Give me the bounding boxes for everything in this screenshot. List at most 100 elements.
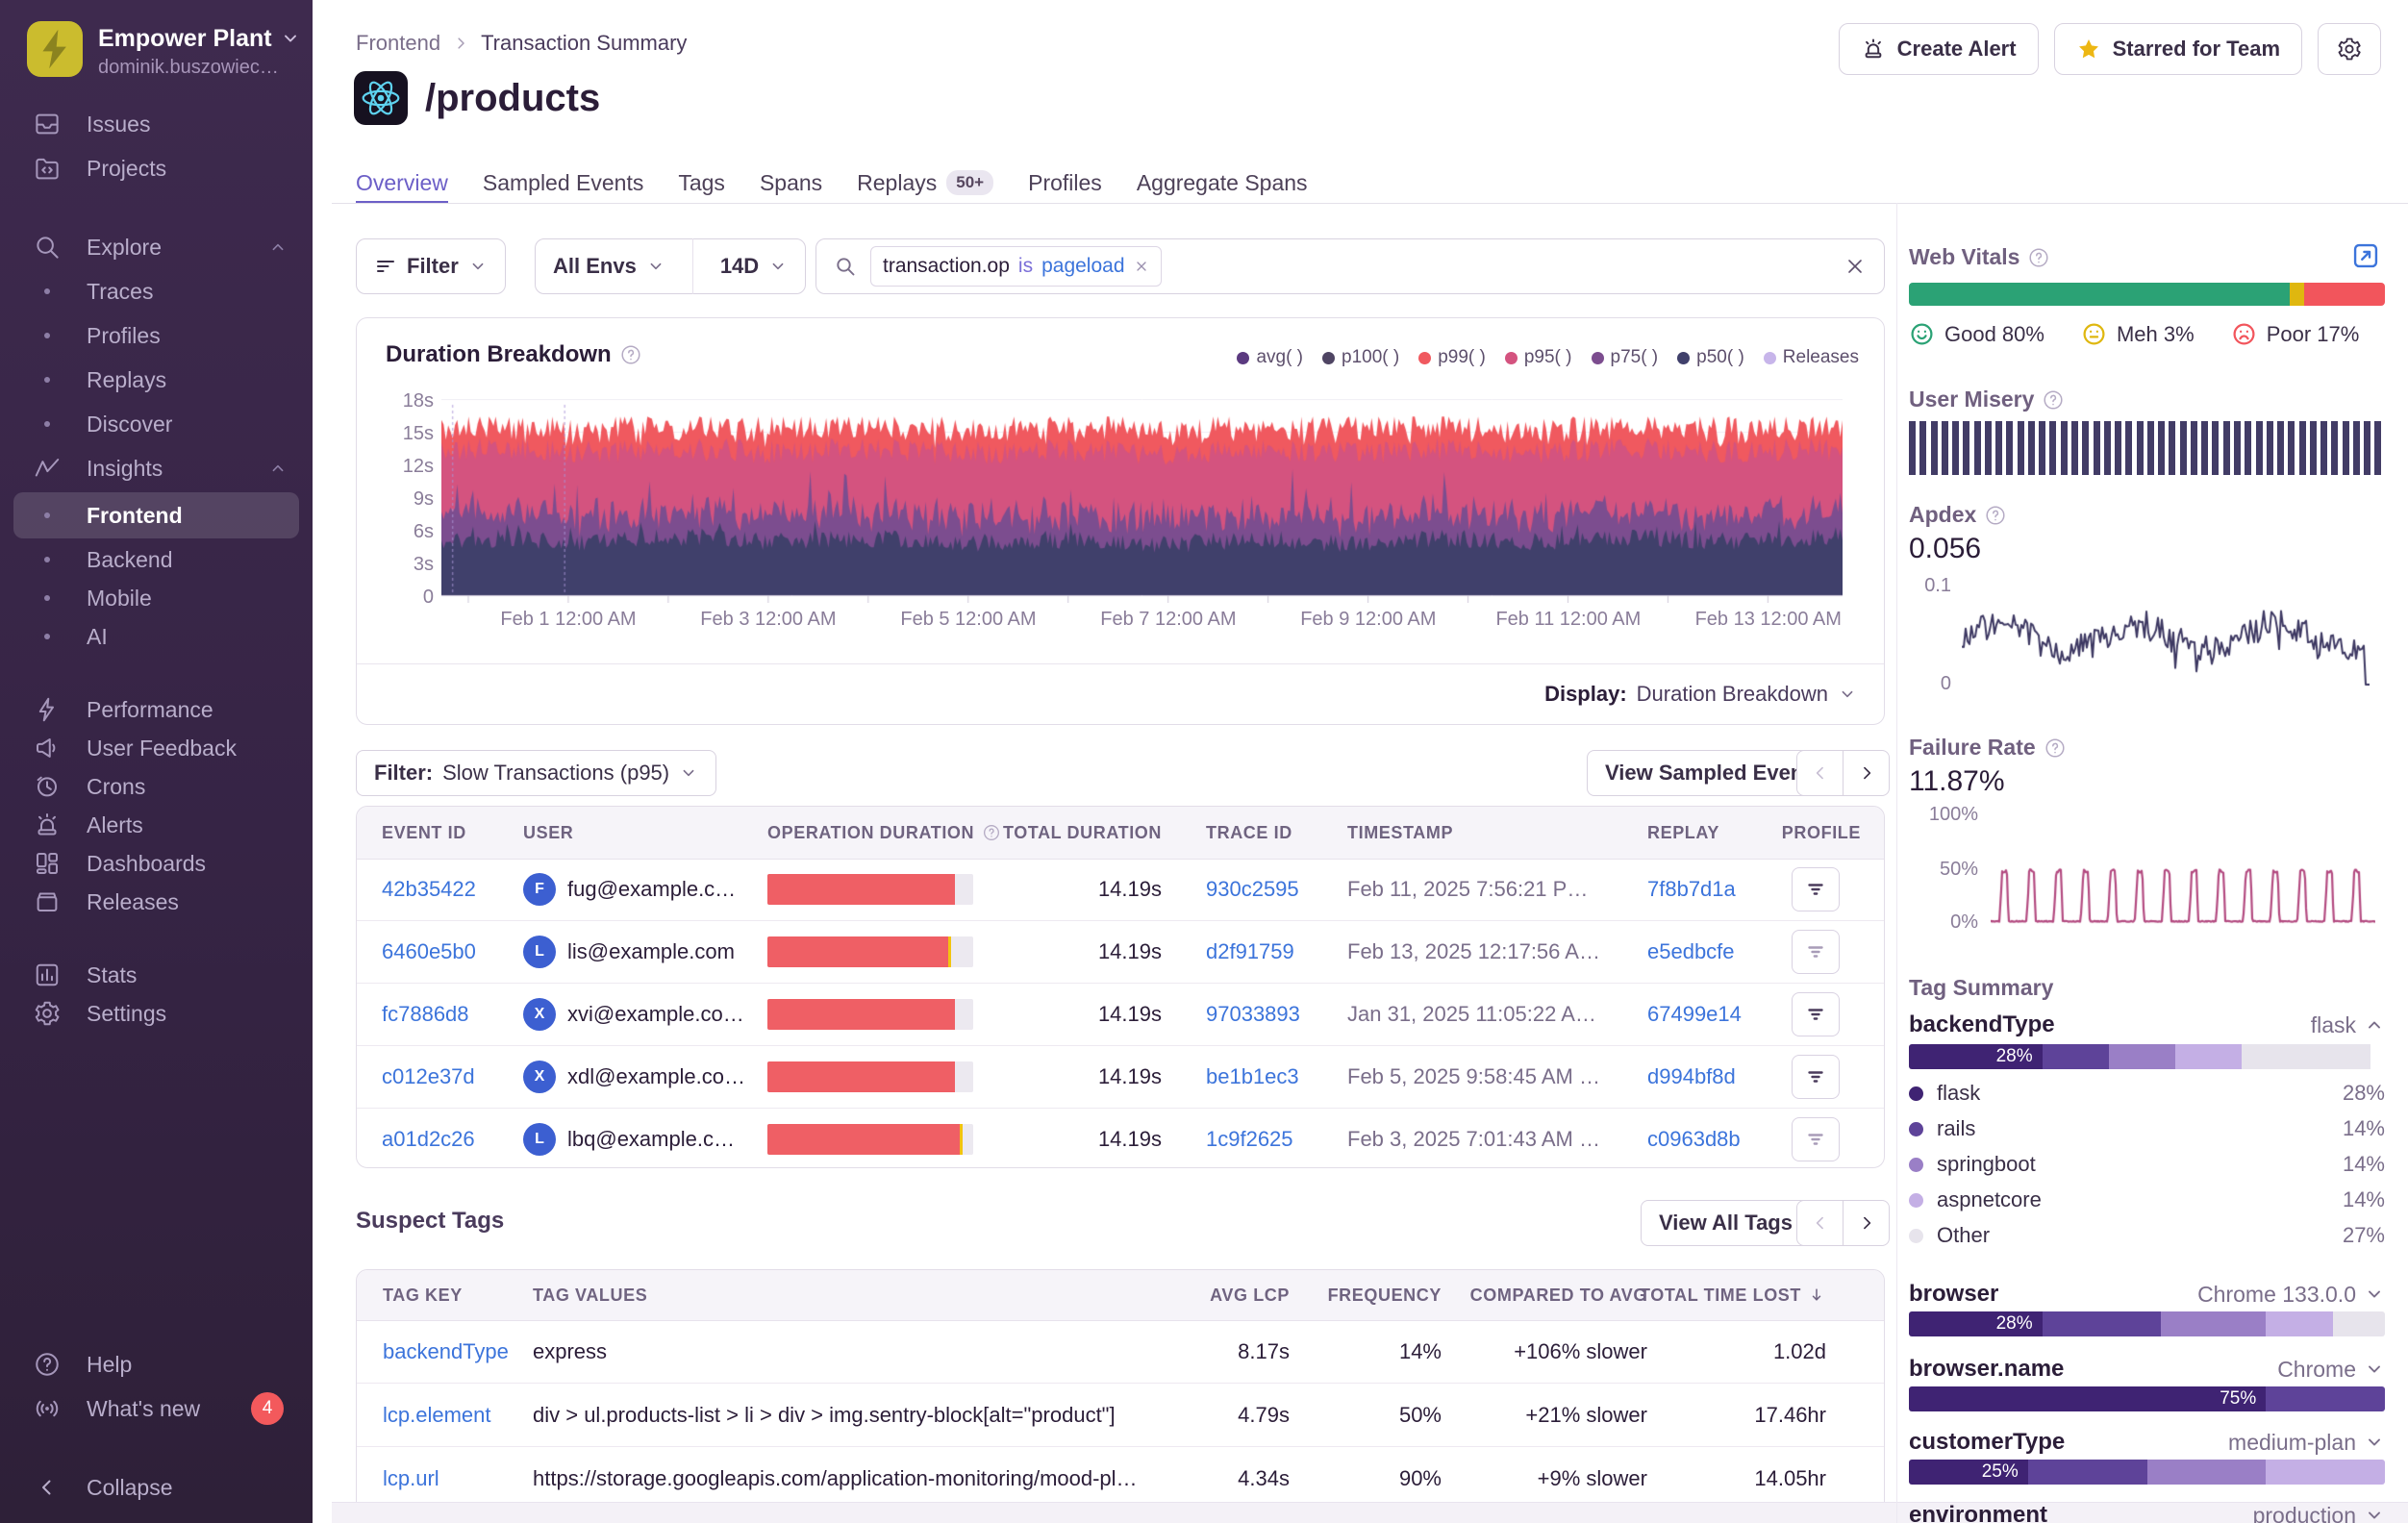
sidebar-item-dashboards[interactable]: Dashboards <box>0 844 313 883</box>
failure-rate-chart-canvas[interactable] <box>1991 808 2375 929</box>
operation-duration-bar[interactable] <box>767 1046 989 1108</box>
sidebar-item-projects[interactable]: Projects <box>0 146 313 190</box>
event-id-link[interactable]: 6460e5b0 <box>382 939 476 963</box>
sidebar-item-replays[interactable]: Replays <box>0 358 313 402</box>
token-remove-icon[interactable] <box>1134 259 1149 274</box>
column-header-total-time-lost[interactable]: TOTAL TIME LOST <box>1518 1270 1826 1320</box>
operation-duration-bar[interactable] <box>767 921 989 983</box>
tag-key-link[interactable]: backendType <box>383 1338 509 1363</box>
sidebar-item-frontend[interactable]: Frontend <box>13 492 299 538</box>
replay-id-link[interactable]: d994bf8d <box>1647 1064 1736 1088</box>
tab-spans[interactable]: Spans <box>760 162 822 204</box>
legend-item-p99-[interactable]: p99( ) <box>1418 347 1486 368</box>
collapse-button[interactable]: Collapse <box>0 1465 313 1510</box>
env-selector[interactable]: All Envs <box>536 239 683 293</box>
tab-sampled-events[interactable]: Sampled Events <box>483 162 643 204</box>
tag-selected-value[interactable]: medium-plan <box>2228 1430 2385 1456</box>
sidebar-item-backend[interactable]: Backend <box>0 540 313 579</box>
sidebar-item-profiles[interactable]: Profiles <box>0 313 313 358</box>
org-switcher[interactable]: Empower Plant dominik.buszowiec… <box>27 21 301 82</box>
tab-replays[interactable]: Replays 50+ <box>857 162 994 204</box>
view-all-tags-button[interactable]: View All Tags <box>1641 1200 1811 1246</box>
tab-overview[interactable]: Overview <box>356 162 448 204</box>
legend-item-p95-[interactable]: p95( ) <box>1504 347 1572 368</box>
profile-button[interactable] <box>1792 992 1840 1036</box>
tag-selected-value[interactable]: production <box>2253 1503 2385 1523</box>
pager-prev-button[interactable] <box>1797 1201 1843 1245</box>
operation-duration-bar[interactable] <box>767 984 989 1045</box>
external-link-icon[interactable] <box>2350 240 2381 271</box>
legend-item-avg-[interactable]: avg( ) <box>1237 347 1303 368</box>
tag-selected-value[interactable]: Chrome <box>2277 1357 2385 1383</box>
sidebar-item-discover[interactable]: Discover <box>0 402 313 446</box>
user-misery-chart[interactable] <box>1909 421 2382 475</box>
sidebar-item-user-feedback[interactable]: User Feedback <box>0 729 313 767</box>
replay-id-link[interactable]: 67499e14 <box>1647 1002 1742 1026</box>
sidebar-item-crons[interactable]: Crons <box>0 767 313 806</box>
tab-profiles[interactable]: Profiles <box>1028 162 1102 204</box>
sidebar-item-mobile[interactable]: Mobile <box>0 579 313 617</box>
tag-legend-springboot[interactable]: springboot 14% <box>1909 1152 2385 1177</box>
event-id-link[interactable]: fc7886d8 <box>382 1002 469 1026</box>
sidebar-item-explore[interactable]: Explore <box>0 225 313 269</box>
tag-key-link[interactable]: lcp.element <box>383 1402 491 1427</box>
duration-chart-canvas[interactable] <box>441 399 1843 603</box>
tag-selected-value[interactable]: Chrome 133.0.0 <box>2197 1282 2385 1308</box>
sidebar-item-alerts[interactable]: Alerts <box>0 806 313 844</box>
replay-id-link[interactable]: 7f8b7d1a <box>1647 877 1736 901</box>
tag-key-link[interactable]: lcp.url <box>383 1465 439 1490</box>
event-id-link[interactable]: c012e37d <box>382 1064 475 1088</box>
legend-item-p75-[interactable]: p75( ) <box>1591 347 1658 368</box>
event-id-link[interactable]: 42b35422 <box>382 877 476 901</box>
tag-distribution-bar[interactable]: 75% <box>1909 1386 2385 1411</box>
tag-legend-other[interactable]: Other 27% <box>1909 1223 2385 1248</box>
search-clear-icon[interactable] <box>1844 255 1867 278</box>
profile-button[interactable] <box>1792 1117 1840 1161</box>
tag-distribution-bar[interactable]: 28% <box>1909 1311 2385 1336</box>
profile-button[interactable] <box>1792 867 1840 911</box>
sidebar-item-help[interactable]: Help <box>0 1342 313 1386</box>
trace-id-link[interactable]: 97033893 <box>1206 1002 1300 1026</box>
trace-id-link[interactable]: 1c9f2625 <box>1206 1127 1293 1151</box>
tab-tags[interactable]: Tags <box>678 162 725 204</box>
legend-item-releases[interactable]: Releases <box>1763 347 1859 368</box>
tag-distribution-bar[interactable]: 25% <box>1909 1460 2385 1485</box>
period-selector[interactable]: 14D <box>703 239 805 293</box>
tag-legend-flask[interactable]: flask 28% <box>1909 1081 2385 1106</box>
operation-duration-bar[interactable] <box>767 1109 989 1167</box>
sidebar-item-ai[interactable]: AI <box>0 617 313 656</box>
search-bar[interactable]: transaction.op is pageload <box>815 238 1885 294</box>
transaction-filter-dropdown[interactable]: Filter: Slow Transactions (p95) <box>356 750 717 796</box>
sidebar-item-traces[interactable]: Traces <box>0 269 313 313</box>
pager-next-button[interactable] <box>1843 751 1889 795</box>
sidebar-item-releases[interactable]: Releases <box>0 883 313 921</box>
trace-id-link[interactable]: 930c2595 <box>1206 877 1299 901</box>
apdex-chart-canvas[interactable] <box>1962 583 2370 690</box>
search-token[interactable]: transaction.op is pageload <box>870 246 1162 287</box>
legend-item-p100-[interactable]: p100( ) <box>1322 347 1399 368</box>
filter-dropdown[interactable]: Filter <box>356 238 506 294</box>
sidebar-item-performance[interactable]: Performance <box>0 690 313 729</box>
sidebar-item-insights[interactable]: Insights <box>0 446 313 490</box>
operation-duration-bar[interactable] <box>767 859 989 920</box>
sidebar-item-settings[interactable]: Settings <box>0 994 313 1033</box>
replay-id-link[interactable]: e5edbcfe <box>1647 939 1735 963</box>
breadcrumb-frontend[interactable]: Frontend <box>356 31 441 55</box>
profile-button[interactable] <box>1792 1055 1840 1099</box>
trace-id-link[interactable]: d2f91759 <box>1206 939 1294 963</box>
sidebar-item-stats[interactable]: Stats <box>0 956 313 994</box>
tag-legend-aspnetcore[interactable]: aspnetcore 14% <box>1909 1187 2385 1212</box>
legend-item-p50-[interactable]: p50( ) <box>1677 347 1744 368</box>
create-alert-button[interactable]: Create Alert <box>1838 23 2039 75</box>
trace-id-link[interactable]: be1b1ec3 <box>1206 1064 1299 1088</box>
settings-button[interactable] <box>2318 23 2381 75</box>
sidebar-item-what-s-new[interactable]: What's new 4 <box>0 1386 313 1431</box>
tab-aggregate-spans[interactable]: Aggregate Spans <box>1137 162 1308 204</box>
profile-button[interactable] <box>1792 930 1840 974</box>
tag-legend-rails[interactable]: rails 14% <box>1909 1116 2385 1141</box>
replay-id-link[interactable]: c0963d8b <box>1647 1127 1741 1151</box>
display-selector[interactable]: Display: Duration Breakdown <box>357 663 1884 724</box>
event-id-link[interactable]: a01d2c26 <box>382 1127 475 1151</box>
tag-selected-value[interactable]: flask <box>2311 1012 2385 1038</box>
sidebar-item-issues[interactable]: Issues <box>0 102 313 146</box>
